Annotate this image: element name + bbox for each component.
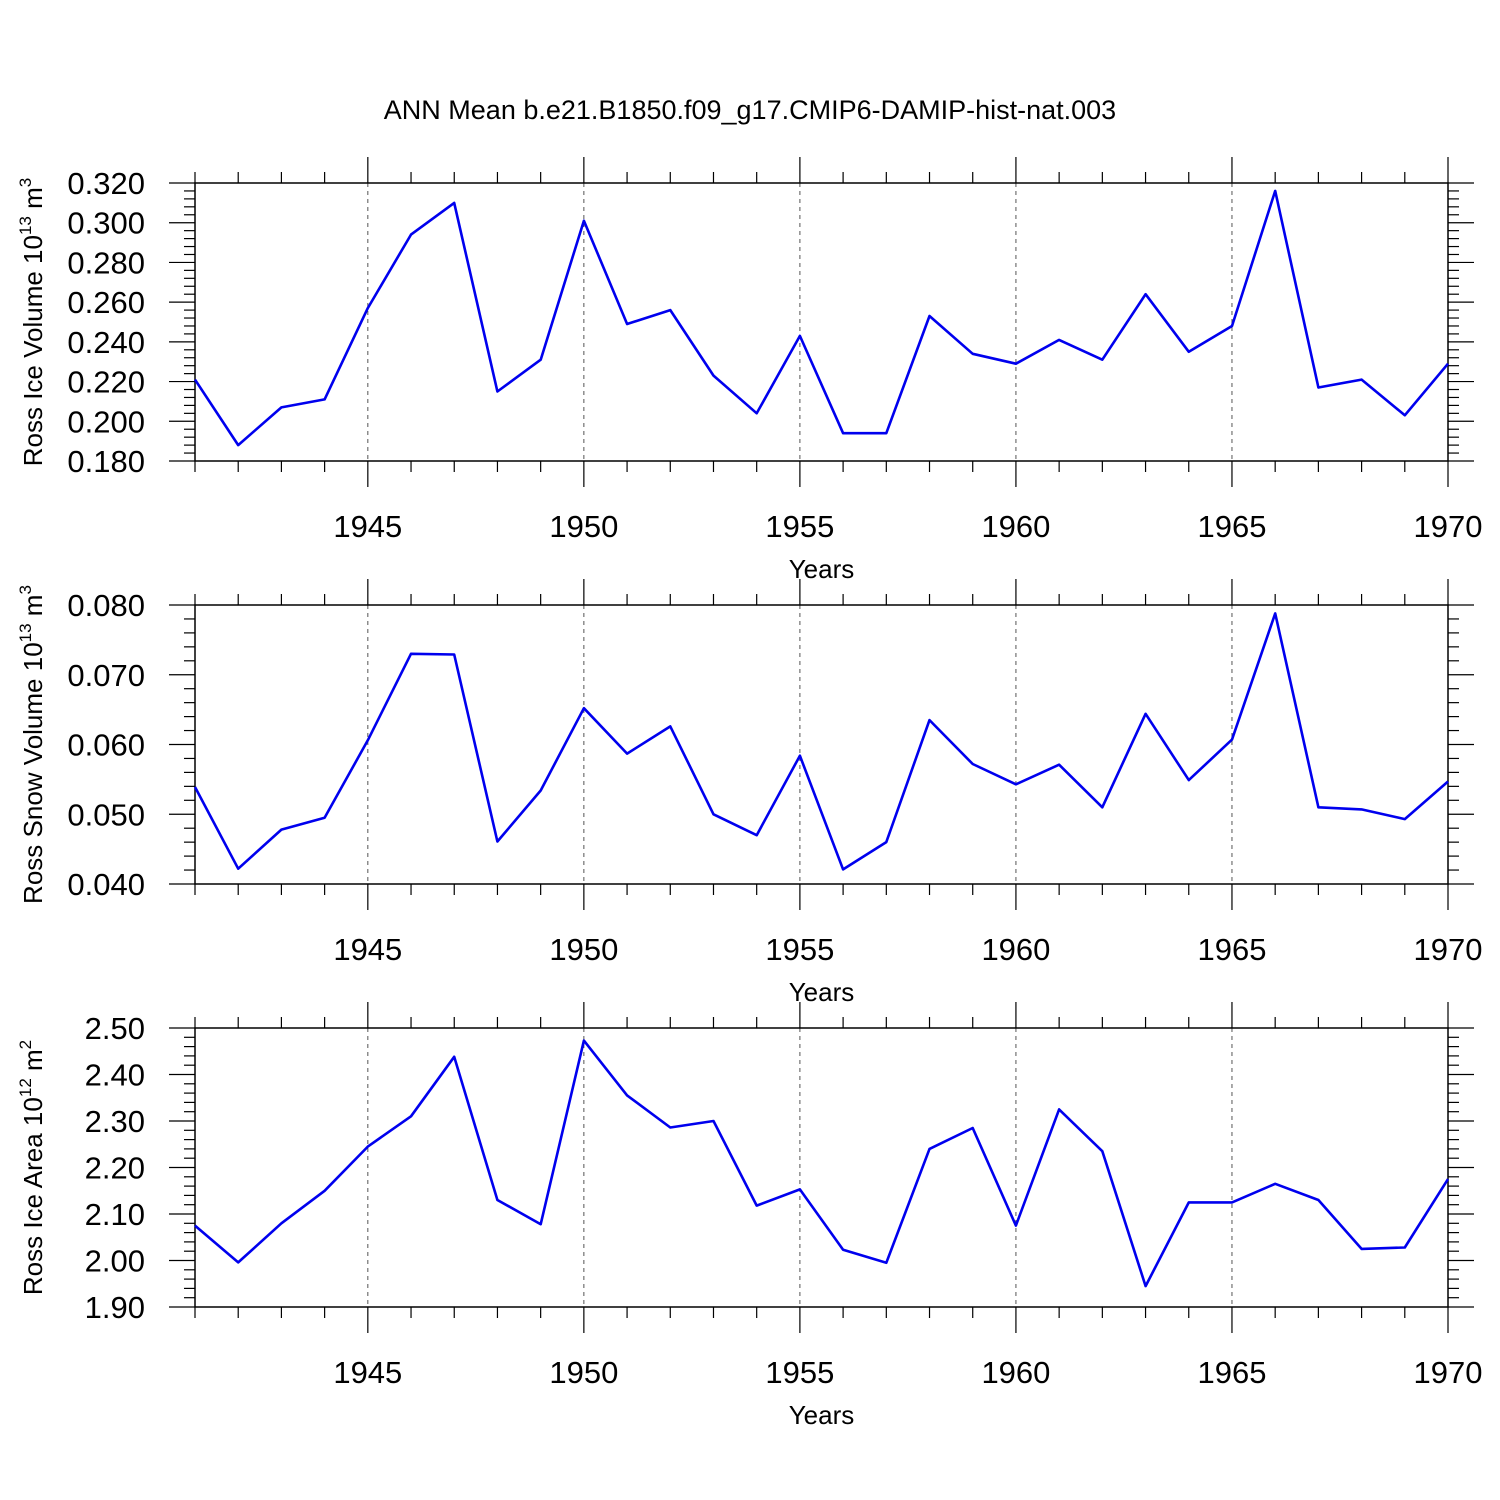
x-tick-label: 1950: [549, 509, 618, 544]
x-tick-label: 1965: [1197, 509, 1266, 544]
x-tick-label: 1960: [981, 932, 1050, 967]
x-tick-label: 1970: [1414, 1355, 1483, 1390]
y-tick-label: 2.20: [85, 1151, 145, 1186]
x-tick-label: 1970: [1414, 509, 1483, 544]
y-axis-title-unit-exponent: 3: [16, 585, 35, 594]
y-tick-label: 2.30: [85, 1104, 145, 1139]
y-tick-label: 2.50: [85, 1011, 145, 1046]
y-axis-title-text: Ross Snow Volume 10: [18, 642, 48, 904]
y-axis-title-text: Ross Ice Area 10: [18, 1097, 48, 1295]
x-tick-label: 1950: [549, 1355, 618, 1390]
y-tick-label: 0.080: [67, 588, 145, 623]
x-tick-label: 1950: [549, 932, 618, 967]
y-tick-label: 0.050: [67, 797, 145, 832]
y-axis-title-exponent: 12: [16, 1078, 35, 1097]
x-tick-label: 1955: [765, 1355, 834, 1390]
y-tick-label: 0.320: [67, 166, 145, 201]
series-line: [194, 1039, 1450, 1288]
y-axis-title-unit-exponent: 2: [16, 1040, 35, 1049]
y-axis-title-exponent: 13: [16, 623, 35, 642]
panel-2: 0.040 0.050 0.060 0.070 0.080 1945 1950 1955 196…: [16, 579, 1482, 1007]
y-axis-title-unit-exponent: 3: [16, 178, 35, 187]
y-tick-label: 0.180: [67, 444, 145, 479]
y-axis-title: Ross Ice Area 1012 m2: [16, 1040, 48, 1295]
x-tick-label: 1960: [981, 509, 1050, 544]
y-tick-label: 2.40: [85, 1058, 145, 1093]
x-axis-title: Years: [789, 977, 855, 1007]
y-axis-title-unit: m: [18, 1049, 48, 1078]
x-tick-label: 1970: [1414, 932, 1483, 967]
y-tick-label: 0.300: [67, 206, 145, 241]
y-tick-label: 0.040: [67, 867, 145, 902]
y-axis-title-exponent: 13: [16, 216, 35, 235]
y-axis-title: Ross Ice Volume 1013 m3: [16, 178, 48, 467]
y-tick-label: 0.240: [67, 325, 145, 360]
x-tick-label: 1960: [981, 1355, 1050, 1390]
x-tick-label: 1955: [765, 509, 834, 544]
y-tick-label: 0.200: [67, 404, 145, 439]
panels: 0.180 0.200 0.220 0.240 0.260 0.280 0.300 0.320…: [16, 157, 1482, 1430]
x-axis-title: Years: [789, 554, 855, 584]
y-tick-label: 1.90: [85, 1290, 145, 1325]
y-axis-title-unit: m: [18, 187, 48, 216]
y-tick-label: 0.070: [67, 658, 145, 693]
x-tick-label: 1965: [1197, 1355, 1266, 1390]
y-tick-label: 2.10: [85, 1197, 145, 1232]
y-axis-title-text: Ross Ice Volume 10: [18, 235, 48, 466]
y-tick-label: 0.260: [67, 285, 145, 320]
y-axis-title-unit: m: [18, 595, 48, 624]
x-tick-label: 1955: [765, 932, 834, 967]
series-line: [193, 189, 1449, 447]
panel-3: 1.90 2.00 2.10 2.20 2.30 2.40 2.50 1945 1950 1955…: [16, 1002, 1482, 1430]
y-tick-label: 0.060: [67, 728, 145, 763]
figure-title: ANN Mean b.e21.B1850.f09_g17.CMIP6-DAMIP…: [384, 95, 1116, 125]
x-tick-label: 1945: [333, 932, 402, 967]
plot-frame: [194, 182, 1449, 462]
x-tick-label: 1965: [1197, 932, 1266, 967]
y-tick-label: 2.00: [85, 1244, 145, 1279]
y-tick-label: 0.220: [67, 365, 145, 400]
x-tick-label: 1945: [333, 509, 402, 544]
y-tick-label: 0.280: [67, 245, 145, 280]
x-tick-label: 1945: [333, 1355, 402, 1390]
x-axis-title: Years: [789, 1400, 855, 1430]
y-axis-title: Ross Snow Volume 1013 m3: [16, 585, 48, 904]
series-line: [193, 612, 1449, 871]
